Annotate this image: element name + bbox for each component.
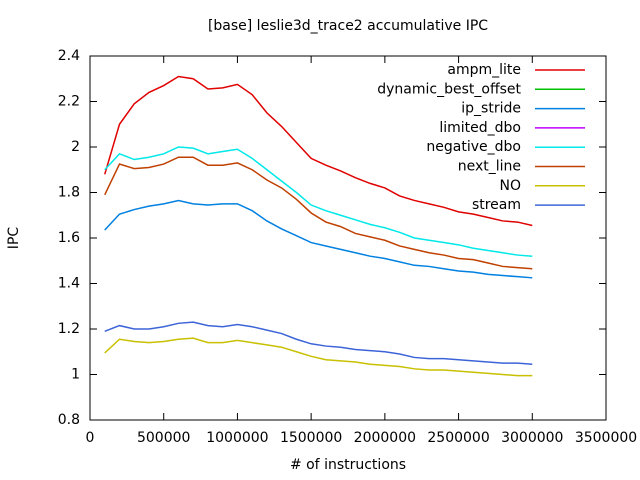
legend-label: ampm_lite [447,62,521,78]
series-line [104,146,533,257]
chart-title: [base] leslie3d_trace2 accumulative IPC [208,18,488,34]
series-line [104,199,533,279]
x-tick-label: 3000000 [501,430,563,446]
y-tick-label: 1.4 [58,276,80,292]
y-tick-label: 2.2 [58,94,80,110]
x-tick-label: 1000000 [206,430,268,446]
y-tick-label: 2 [71,139,80,155]
x-tick-label: 500000 [137,430,190,446]
x-tick-label: 2000000 [354,430,416,446]
y-tick-label: 1.8 [58,185,80,201]
y-tick-label: 2.4 [58,48,80,64]
x-tick-label: 3500000 [575,430,637,446]
legend-label: dynamic_best_offset [377,81,521,97]
x-tick-label: 1500000 [280,430,342,446]
y-tick-label: 0.8 [58,412,80,428]
series-line [104,337,533,377]
y-axis-label: IPC [6,227,22,250]
series-line [104,156,533,270]
y-tick-label: 1 [71,367,80,383]
plot-border [89,55,607,421]
y-tick-label: 1.6 [58,230,80,246]
legend-label: limited_dbo [439,120,521,136]
x-tick-label: 2500000 [427,430,489,446]
x-axis-label: # of instructions [290,457,406,473]
legend-label: next_line [458,159,521,175]
x-tick-label: 0 [86,430,95,446]
y-tick-label: 1.2 [58,321,80,337]
series-line [104,75,533,227]
legend-label: stream [472,197,521,213]
legend-label: NO [500,178,522,194]
legend-label: negative_dbo [426,139,521,155]
series-line [104,321,533,366]
legend-label: ip_stride [461,101,521,117]
